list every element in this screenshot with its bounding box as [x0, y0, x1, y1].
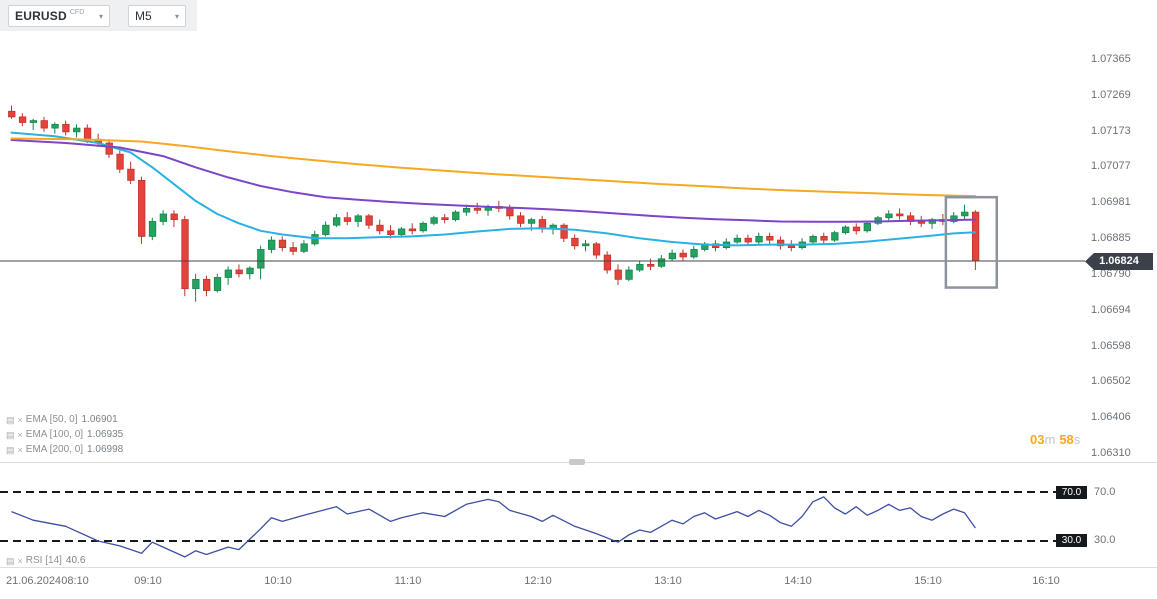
time-axis-label: 11:10 [394, 575, 422, 587]
indicator-value: 1.06998 [87, 444, 124, 455]
indicator-value: 1.06935 [87, 429, 124, 440]
time-axis-label: 14:10 [784, 575, 812, 587]
chevron-down-icon: ▾ [174, 11, 179, 21]
timer-seconds: 58 [1059, 432, 1074, 447]
indicator-label: EMA [200, 0] [25, 444, 84, 455]
rsi-lower-level-badge: 30.0 [1056, 534, 1087, 547]
indicator-settings-icon[interactable]: ▤ [6, 555, 15, 566]
time-axis-label: 08:10 [61, 575, 89, 587]
date-label: 21.06.2024 [6, 575, 62, 587]
time-axis-label: 09:10 [134, 575, 162, 587]
indicator-label: EMA [100, 0] [25, 429, 84, 440]
indicator-settings-icon[interactable]: ▤ [6, 444, 15, 455]
symbol-type-label: CFD [69, 8, 85, 16]
timer-seconds-unit: s [1073, 432, 1081, 447]
indicator-settings-icon[interactable]: ▤ [6, 414, 15, 425]
rsi-value: 40.6 [65, 555, 86, 566]
rsi-upper-axis-label: 70.0 [1094, 486, 1116, 498]
indicator-value: 1.06901 [81, 414, 118, 425]
price-axis-label: 1.06598 [1091, 340, 1131, 352]
price-axis-label: 1.06790 [1091, 268, 1131, 280]
rsi-lower-axis-label: 30.0 [1094, 534, 1116, 546]
indicator-remove-icon[interactable]: × [17, 414, 23, 425]
indicator-remove-icon[interactable]: × [17, 444, 23, 455]
price-axis-label: 1.07365 [1091, 53, 1131, 65]
indicator-label: EMA [50, 0] [25, 414, 78, 425]
price-axis-label: 1.07077 [1091, 160, 1131, 172]
indicator-settings-icon[interactable]: ▤ [6, 429, 15, 440]
price-axis-label: 1.06310 [1091, 447, 1131, 459]
time-axis-label: 13:10 [654, 575, 682, 587]
price-axis-label: 1.07269 [1091, 89, 1131, 101]
rsi-label: RSI [14] [25, 555, 62, 566]
price-axis-label: 1.06406 [1091, 411, 1131, 423]
candle-countdown-timer: 03m 58s [1030, 432, 1084, 447]
indicator-remove-icon[interactable]: × [17, 555, 23, 566]
timer-minutes-unit: m [1044, 432, 1056, 447]
timer-minutes: 03 [1030, 432, 1045, 447]
chevron-down-icon: ▾ [98, 11, 103, 21]
time-axis-label: 15:10 [914, 575, 942, 587]
timeframe-selector[interactable]: M5 ▾ [128, 5, 186, 27]
price-axis-label: 1.06981 [1091, 196, 1131, 208]
indicator-row-ema100: ▤ × EMA [100, 0] 1.06935 [6, 427, 123, 442]
indicator-remove-icon[interactable]: × [17, 429, 23, 440]
price-axis-label: 1.07173 [1091, 125, 1131, 137]
time-axis-label: 16:10 [1032, 575, 1060, 587]
price-axis-label: 1.06885 [1091, 232, 1131, 244]
time-axis-label: 10:10 [264, 575, 292, 587]
timeframe-label: M5 [135, 9, 152, 23]
symbol-name: EURUSD [15, 9, 67, 23]
price-axis-label: 1.06694 [1091, 304, 1131, 316]
panel-resize-handle[interactable] [569, 459, 585, 465]
indicator-row-ema200: ▤ × EMA [200, 0] 1.06998 [6, 442, 123, 457]
current-price-badge: 1.06824 [1085, 253, 1153, 270]
price-axis-label: 1.06502 [1091, 375, 1131, 387]
time-axis-label: 12:10 [524, 575, 552, 587]
indicator-legend: ▤ × EMA [50, 0] 1.06901 ▤ × EMA [100, 0]… [6, 412, 123, 457]
rsi-upper-level-badge: 70.0 [1056, 486, 1087, 499]
symbol-selector[interactable]: EURUSD CFD ▾ [8, 5, 110, 27]
indicator-row-ema50: ▤ × EMA [50, 0] 1.06901 [6, 412, 123, 427]
rsi-legend: ▤ × RSI [14] 40.6 [6, 555, 85, 566]
